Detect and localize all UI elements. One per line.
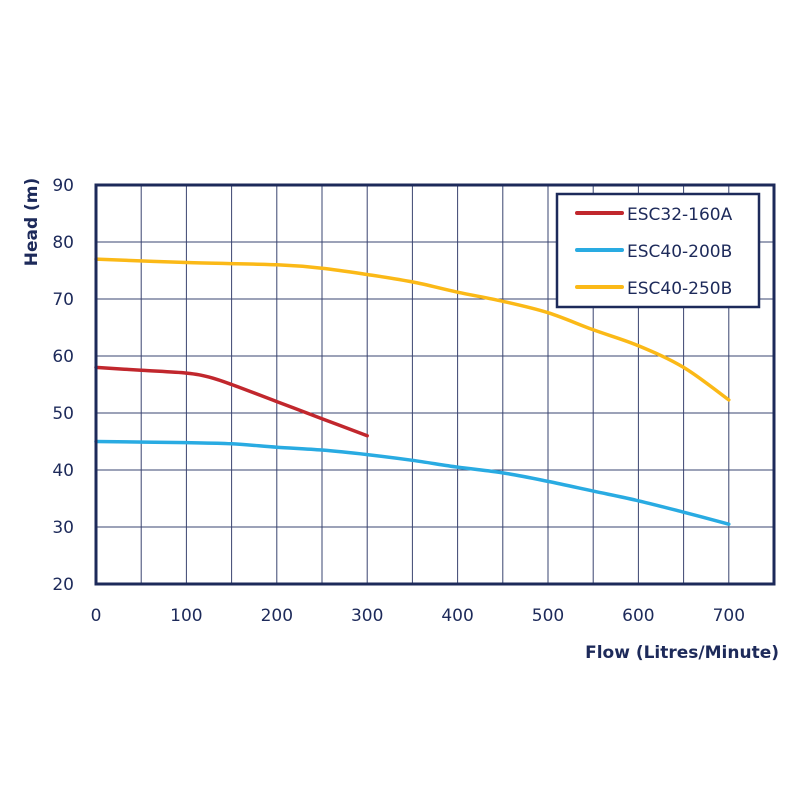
series-line <box>94 257 731 402</box>
x-axis-label: Flow (Litres/Minute) <box>585 643 779 663</box>
y-axis-label: Head (m) <box>22 178 42 267</box>
series-lines <box>94 257 731 526</box>
x-tick-label: 500 <box>532 606 564 626</box>
x-tick-label: 400 <box>441 606 473 626</box>
legend-label: ESC32-160A <box>627 205 733 225</box>
legend-label: ESC40-250B <box>627 279 732 299</box>
y-tick-label: 70 <box>52 290 74 310</box>
series-line <box>94 365 369 438</box>
plot-frame <box>94 183 776 586</box>
x-tick-label: 300 <box>351 606 383 626</box>
legend: ESC32-160A ESC40-200B ESC40-250B <box>555 192 761 309</box>
y-tick-label: 90 <box>52 176 74 196</box>
series-line <box>94 439 731 526</box>
y-tick-label: 40 <box>52 461 74 481</box>
x-tick-label: 700 <box>713 606 745 626</box>
x-tick-label: 200 <box>261 606 293 626</box>
x-tick-label: 100 <box>170 606 202 626</box>
legend-label: ESC40-200B <box>627 242 732 262</box>
tick-labels: 0 100 200 300 400 500 600 700 20 30 40 50 60 70 80 90 <box>52 176 745 626</box>
y-tick-label: 50 <box>52 404 74 424</box>
y-tick-label: 60 <box>52 347 74 367</box>
y-tick-label: 80 <box>52 233 74 253</box>
y-tick-label: 20 <box>52 575 74 595</box>
y-tick-label: 30 <box>52 518 74 538</box>
x-tick-label: 600 <box>622 606 654 626</box>
x-tick-label: 0 <box>91 606 102 626</box>
